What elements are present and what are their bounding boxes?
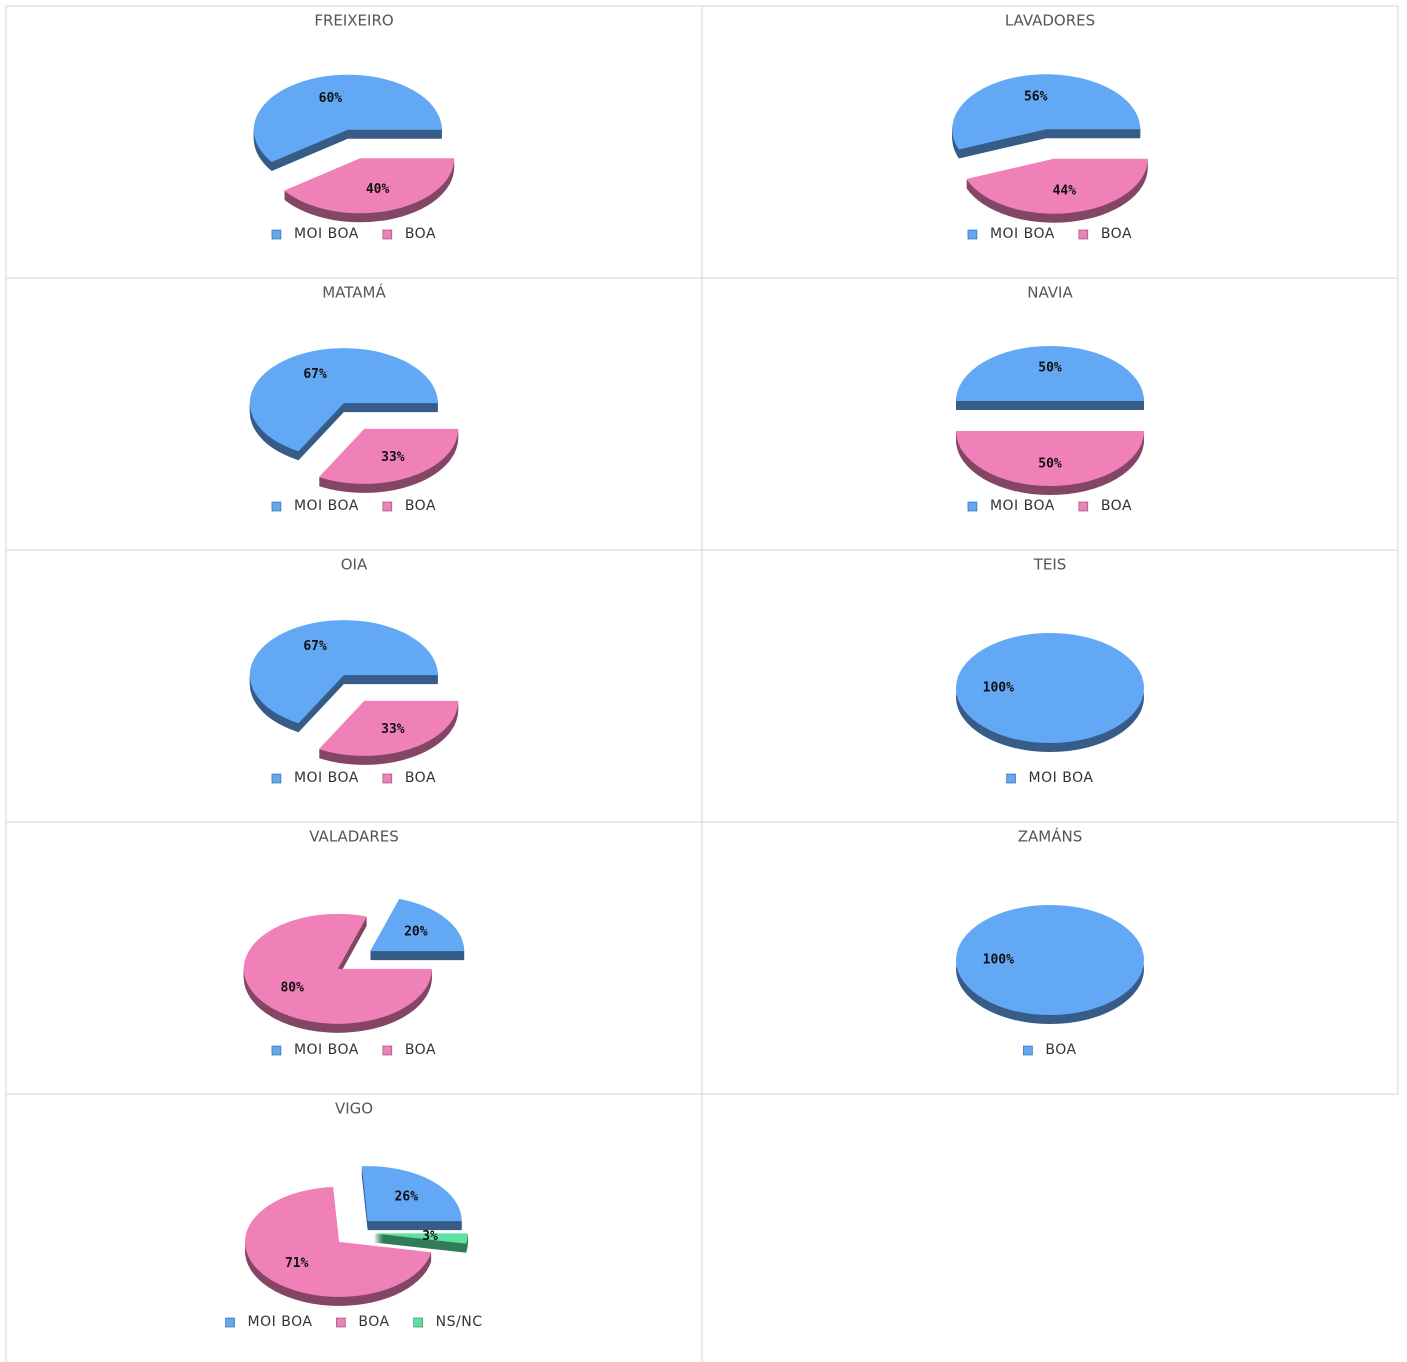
value-label: 50% <box>1038 457 1062 472</box>
pie-slice <box>318 428 459 493</box>
legend-swatch <box>336 1317 346 1328</box>
chart-title: LAVADORES <box>1005 12 1095 30</box>
pie-slice <box>952 74 1141 159</box>
value-label: 33% <box>381 722 405 737</box>
value-label: 100% <box>983 681 1014 696</box>
slice-top <box>956 431 1144 486</box>
value-label: 80% <box>280 981 304 996</box>
legend-swatch <box>382 501 393 512</box>
slice-top <box>253 74 442 163</box>
slice-top <box>370 898 465 952</box>
value-label: 44% <box>1053 184 1077 199</box>
chart-title: MATAMÁ <box>322 283 386 302</box>
pie-slice <box>253 74 442 172</box>
legend-swatch <box>225 1317 235 1328</box>
pie-slice <box>956 905 1144 1024</box>
legend-swatch <box>413 1317 423 1328</box>
pie-slice <box>361 1166 462 1231</box>
pie-slice <box>249 620 438 733</box>
legend-label: BOA <box>1101 226 1132 242</box>
legend-swatch <box>1078 501 1089 512</box>
legend-label: MOI BOA <box>990 226 1055 242</box>
legend-label: BOA <box>1045 1042 1076 1058</box>
chart-cell <box>701 821 1399 1095</box>
pie-slice <box>249 348 438 461</box>
slice-top <box>956 633 1144 743</box>
pie-slice <box>966 158 1148 223</box>
legend-label: NS/NC <box>436 1314 483 1330</box>
legend-swatch <box>967 229 978 240</box>
value-label: 3% <box>422 1229 438 1244</box>
slice-top <box>956 346 1144 401</box>
legend-label: MOI BOA <box>294 226 359 242</box>
slice-top <box>243 913 432 1024</box>
pie-slice <box>956 346 1144 410</box>
slice-top <box>952 74 1141 150</box>
value-label: 26% <box>395 1190 419 1205</box>
pie-slice <box>284 158 455 223</box>
value-label: 40% <box>366 182 390 197</box>
legend-label: MOI BOA <box>294 498 359 514</box>
value-label: 100% <box>983 953 1014 968</box>
slice-top <box>284 158 455 214</box>
legend-label: BOA <box>405 1042 436 1058</box>
slice-top <box>318 428 459 484</box>
value-label: 67% <box>303 639 327 654</box>
legend-label: BOA <box>405 226 436 242</box>
legend-label: MOI BOA <box>990 498 1055 514</box>
slice-top <box>244 1187 432 1297</box>
chart-title: VALADARES <box>309 828 399 846</box>
chart-title: OIA <box>341 556 368 574</box>
pie-slice <box>956 431 1144 495</box>
slice-top <box>249 348 438 452</box>
legend-label: MOI BOA <box>248 1314 313 1330</box>
legend-swatch <box>271 1045 282 1056</box>
value-label: 67% <box>303 367 327 382</box>
legend-label: BOA <box>358 1314 389 1330</box>
legend-swatch <box>271 773 282 784</box>
legend-swatch <box>1006 773 1016 784</box>
legend-label: MOI BOA <box>1029 770 1094 786</box>
value-label: 60% <box>319 91 343 106</box>
slice-top <box>966 158 1148 214</box>
legend-label: MOI BOA <box>294 770 359 786</box>
legend-label: BOA <box>405 770 436 786</box>
legend-swatch <box>382 1045 393 1056</box>
chart-cell <box>5 1093 703 1362</box>
legend-swatch <box>382 229 393 240</box>
chart-title: FREIXEIRO <box>314 12 393 30</box>
chart-title: ZAMÁNS <box>1018 827 1082 846</box>
value-label: 50% <box>1038 361 1062 376</box>
slice-top <box>956 905 1144 1015</box>
legend-swatch <box>382 773 393 784</box>
slice-top <box>373 1233 468 1244</box>
value-label: 20% <box>404 924 428 939</box>
value-label: 56% <box>1024 89 1048 104</box>
value-label: 33% <box>381 450 405 465</box>
pie-slice <box>243 913 432 1033</box>
legend-swatch <box>271 501 282 512</box>
chart-title: VIGO <box>335 1100 373 1118</box>
legend-label: BOA <box>1101 498 1132 514</box>
legend-swatch <box>1023 1045 1033 1056</box>
pie-slice <box>370 898 465 961</box>
legend-swatch <box>967 501 978 512</box>
pie-slice <box>318 700 459 765</box>
slice-top <box>249 620 438 724</box>
pie-slice <box>244 1187 432 1306</box>
pie-slice <box>956 633 1144 752</box>
slice-top <box>318 700 459 756</box>
pie-slice <box>373 1233 468 1253</box>
legend-swatch <box>271 229 282 240</box>
chart-title: NAVIA <box>1027 284 1073 302</box>
slice-top <box>361 1166 462 1222</box>
legend-label: MOI BOA <box>294 1042 359 1058</box>
chart-title: TEIS <box>1033 556 1067 574</box>
legend-label: BOA <box>405 498 436 514</box>
value-label: 71% <box>285 1256 309 1271</box>
legend-swatch <box>1078 229 1089 240</box>
